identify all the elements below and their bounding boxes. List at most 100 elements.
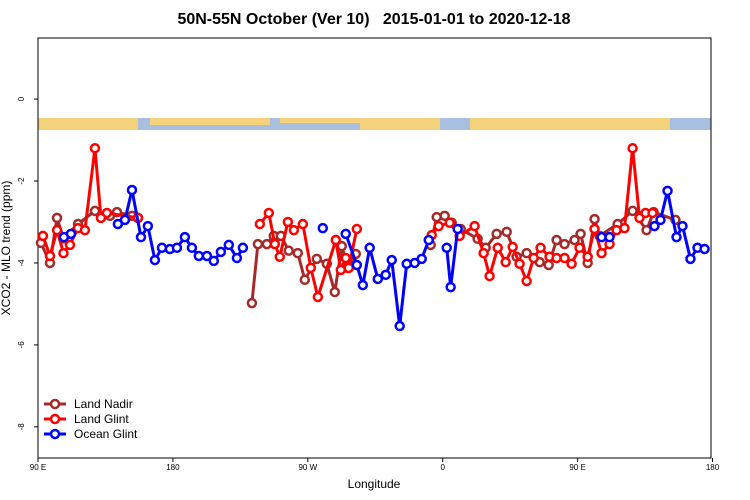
- data-point: [596, 247, 607, 259]
- data-point: [514, 258, 525, 270]
- data-point: [283, 245, 295, 256]
- data-point: [351, 259, 363, 271]
- data-point: [237, 242, 249, 254]
- data-point: [647, 207, 658, 219]
- plot-frame: [37, 37, 712, 459]
- data-point: [340, 252, 351, 264]
- data-point: [685, 253, 696, 265]
- data-point: [575, 228, 586, 240]
- legend-label: Land Glint: [74, 412, 129, 426]
- data-point: [282, 216, 294, 228]
- legend-label: Ocean Glint: [74, 427, 138, 441]
- data-point: [528, 252, 539, 264]
- land-strip: [150, 118, 270, 125]
- legend-marker: [49, 398, 61, 410]
- data-point: [208, 255, 220, 267]
- data-point: [589, 223, 600, 235]
- data-point: [101, 207, 113, 219]
- data-point: [340, 228, 351, 240]
- data-point: [671, 231, 682, 243]
- data-point: [364, 242, 375, 254]
- data-point: [492, 242, 503, 254]
- data-point: [171, 242, 183, 254]
- data-point: [142, 220, 154, 232]
- legend-marker: [49, 428, 61, 440]
- data-point: [491, 228, 502, 240]
- data-point: [423, 234, 435, 246]
- y-tick-label: -6: [17, 341, 26, 349]
- data-point: [484, 270, 495, 282]
- data-point: [372, 273, 384, 285]
- data-point: [627, 142, 638, 154]
- chart-title: 50N-55N October (Ver 10) 2015-01-01 to 2…: [177, 11, 570, 28]
- data-point: [252, 238, 264, 250]
- data-point: [444, 217, 455, 229]
- map-strip: [38, 118, 711, 130]
- y-tick-label: 0: [17, 96, 26, 101]
- land-strip: [360, 118, 440, 130]
- data-point: [44, 250, 56, 262]
- land-strip: [280, 118, 360, 123]
- land-strip: [38, 118, 138, 130]
- data-point: [619, 222, 630, 234]
- data-point: [193, 250, 205, 262]
- data-point: [641, 224, 652, 236]
- data-point: [246, 297, 258, 309]
- data-point: [292, 247, 304, 259]
- data-point: [521, 247, 532, 259]
- data-point: [535, 242, 546, 254]
- data-point: [119, 214, 131, 226]
- x-tick-label: 90 W: [298, 463, 317, 472]
- data-point: [452, 223, 463, 235]
- data-point: [288, 224, 300, 236]
- data-point: [64, 239, 76, 251]
- data-point: [223, 239, 235, 251]
- x-axis-label: Longitude: [348, 477, 401, 491]
- y-tick-label: -2: [17, 177, 26, 185]
- y-tick-label: -4: [17, 259, 26, 267]
- data-point: [551, 234, 562, 246]
- data-point: [662, 185, 673, 197]
- x-tick-label: 180: [166, 463, 180, 472]
- data-point: [126, 184, 138, 196]
- data-point: [156, 242, 168, 254]
- data-point: [305, 262, 317, 274]
- data-point: [441, 242, 452, 254]
- data-point: [559, 238, 570, 250]
- data-point: [311, 253, 323, 265]
- data-point: [179, 231, 191, 243]
- x-tick-label: 0: [440, 463, 445, 472]
- data-point: [433, 220, 444, 232]
- legend-marker: [49, 413, 61, 425]
- data-point: [312, 291, 324, 303]
- x-tick-label: 90 E: [30, 463, 46, 472]
- data-point: [89, 142, 101, 154]
- data-point: [231, 252, 243, 264]
- data-point: [507, 241, 518, 253]
- data-point: [569, 234, 580, 246]
- data-point: [478, 247, 489, 259]
- data-point: [445, 281, 456, 293]
- data-point: [201, 250, 213, 262]
- data-point: [51, 212, 63, 224]
- data-point: [274, 251, 286, 263]
- data-point: [51, 224, 63, 236]
- data-point: [394, 320, 405, 332]
- data-point: [37, 230, 49, 242]
- data-point: [500, 256, 511, 268]
- legend-label: Land Nadir: [74, 397, 133, 411]
- data-point: [521, 275, 532, 287]
- data-point: [655, 214, 666, 226]
- data-point: [559, 252, 570, 264]
- data-point: [254, 218, 266, 230]
- data-point: [297, 218, 309, 230]
- data-point: [582, 251, 593, 263]
- data-point: [269, 238, 281, 250]
- x-tick-label: 90 E: [569, 463, 585, 472]
- data-point: [149, 254, 161, 266]
- data-point: [501, 226, 512, 238]
- data-point: [649, 220, 660, 232]
- data-point: [351, 223, 363, 235]
